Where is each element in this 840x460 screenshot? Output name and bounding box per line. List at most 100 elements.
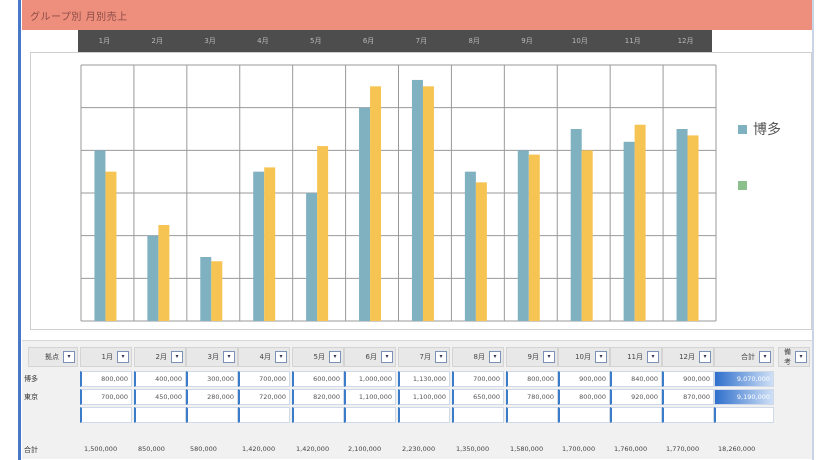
table-cell[interactable]: 800,000 (80, 371, 132, 387)
filter-dropdown-icon[interactable]: ▾ (63, 351, 75, 363)
table-cell[interactable]: 700,000 (80, 389, 132, 405)
total-cell: 1,580,000 (510, 445, 544, 453)
column-header[interactable]: 11月 ▾ (610, 347, 662, 367)
column-header[interactable]: 備考 ▾ (778, 347, 810, 367)
chart-bar (105, 171, 117, 321)
filter-dropdown-icon[interactable]: ▾ (759, 351, 771, 363)
empty-input-cell[interactable] (610, 407, 662, 423)
table-cell[interactable]: 800,000 (558, 389, 610, 405)
chart-bar (253, 171, 265, 321)
filter-dropdown-icon[interactable]: ▾ (223, 351, 235, 363)
column-header-label: 11月 (627, 353, 643, 361)
chart-bar (475, 182, 487, 321)
filter-dropdown-icon[interactable]: ▾ (275, 351, 287, 363)
table-cell[interactable]: 780,000 (506, 389, 558, 405)
column-header[interactable]: 6月 ▾ (344, 347, 396, 367)
filter-dropdown-icon[interactable]: ▾ (543, 351, 555, 363)
column-header[interactable]: 3月 ▾ (186, 347, 238, 367)
empty-input-cell[interactable] (662, 407, 714, 423)
table-cell[interactable]: 1,000,000 (344, 371, 396, 387)
month-strip-label: 1月 (98, 37, 111, 45)
table-cell[interactable]: 450,000 (134, 389, 186, 405)
filter-dropdown-icon[interactable]: ▾ (117, 351, 129, 363)
table-cell[interactable]: 400,000 (134, 371, 186, 387)
filter-dropdown-icon[interactable]: ▾ (699, 351, 711, 363)
page-title: グループ別 月別売上 (30, 12, 128, 23)
table-cell[interactable]: 280,000 (186, 389, 238, 405)
table-cell[interactable]: 820,000 (292, 389, 344, 405)
data-table: 拠点 ▾ 1月 ▾ 2月 ▾ 3月 ▾ 4月 ▾ 5月 ▾ 6月 ▾ 7月 ▾ 8月 ▾ 9月 ▾ 10月 ▾ 11月 ▾ 12… (22, 340, 812, 459)
column-header[interactable]: 5月 ▾ (292, 347, 344, 367)
chart-bar (528, 154, 540, 321)
table-cell[interactable]: 900,000 (662, 371, 714, 387)
month-strip-label: 5月 (309, 37, 322, 45)
filter-dropdown-icon[interactable]: ▾ (329, 351, 341, 363)
chart-bar (623, 141, 635, 321)
column-header[interactable]: 拠点 ▾ (28, 347, 78, 367)
empty-input-cell[interactable] (134, 407, 186, 423)
column-header[interactable]: 8月 ▾ (452, 347, 504, 367)
chart-bar (634, 124, 646, 321)
table-cell[interactable]: 720,000 (238, 389, 290, 405)
table-cell[interactable]: 300,000 (186, 371, 238, 387)
column-header[interactable]: 9月 ▾ (506, 347, 558, 367)
empty-input-cell[interactable] (506, 407, 558, 423)
table-cell[interactable]: 700,000 (452, 371, 504, 387)
month-header-strip: 1月 2月 3月 4月 5月 6月 7月 8月 9月 10月 11月 12月 (78, 30, 712, 52)
chart-bar (200, 257, 212, 321)
month-strip-label: 2月 (151, 37, 163, 45)
filter-dropdown-icon[interactable]: ▾ (489, 351, 501, 363)
chart-bar (676, 129, 688, 321)
filter-dropdown-icon[interactable]: ▾ (381, 351, 393, 363)
chart-bar (147, 235, 159, 321)
column-header[interactable]: 10月 ▾ (558, 347, 610, 367)
table-cell[interactable]: 870,000 (662, 389, 714, 405)
table-cell[interactable]: 900,000 (558, 371, 610, 387)
column-header[interactable]: 2月 ▾ (134, 347, 186, 367)
empty-input-cell[interactable] (452, 407, 504, 423)
column-header[interactable]: 12月 ▾ (662, 347, 714, 367)
table-cell[interactable]: 1,100,000 (398, 389, 450, 405)
empty-input-cell[interactable] (80, 407, 132, 423)
column-header-label: 7月 (419, 353, 431, 361)
empty-input-cell[interactable] (292, 407, 344, 423)
column-header-label: 備考 (784, 348, 791, 366)
filter-dropdown-icon[interactable]: ▾ (435, 351, 447, 363)
column-header[interactable]: 4月 ▾ (238, 347, 290, 367)
empty-input-cell[interactable] (398, 407, 450, 423)
table-cell[interactable]: 9,190,000 (714, 389, 774, 405)
row-label: 博多 (24, 375, 38, 383)
table-cell[interactable]: 650,000 (452, 389, 504, 405)
total-cell: 1,500,000 (84, 445, 118, 453)
empty-input-cell[interactable] (186, 407, 238, 423)
column-header[interactable]: 1月 ▾ (80, 347, 132, 367)
filter-dropdown-icon[interactable]: ▾ (795, 351, 807, 363)
table-cell[interactable]: 800,000 (506, 371, 558, 387)
table-cell[interactable]: 1,100,000 (344, 389, 396, 405)
table-cell[interactable]: 9,070,000 (714, 371, 774, 387)
table-cell[interactable]: 840,000 (610, 371, 662, 387)
table-cell[interactable]: 700,000 (238, 371, 290, 387)
empty-input-cell[interactable] (714, 407, 774, 423)
empty-input-cell[interactable] (238, 407, 290, 423)
filter-dropdown-icon[interactable]: ▾ (171, 351, 183, 363)
total-cell: 1,420,000 (242, 445, 276, 453)
chart-bar (211, 261, 223, 321)
total-cell: 1,700,000 (562, 445, 596, 453)
table-cell[interactable]: 600,000 (292, 371, 344, 387)
table-cell[interactable]: 1,130,000 (398, 371, 450, 387)
total-cell: 580,000 (190, 445, 217, 453)
column-header[interactable]: 合計 ▾ (714, 347, 774, 367)
empty-input-cell[interactable] (344, 407, 396, 423)
total-cell: 1,420,000 (296, 445, 330, 453)
column-header[interactable]: 7月 ▾ (398, 347, 450, 367)
filter-dropdown-icon[interactable]: ▾ (595, 351, 607, 363)
chart-bar (158, 225, 170, 321)
empty-input-cell[interactable] (558, 407, 610, 423)
month-strip-label: 8月 (468, 37, 480, 45)
window-frame-left (18, 0, 21, 460)
filter-dropdown-icon[interactable]: ▾ (647, 351, 659, 363)
chart-bar (359, 107, 371, 321)
table-cell[interactable]: 920,000 (610, 389, 662, 405)
total-row-label: 合計 (24, 446, 38, 454)
